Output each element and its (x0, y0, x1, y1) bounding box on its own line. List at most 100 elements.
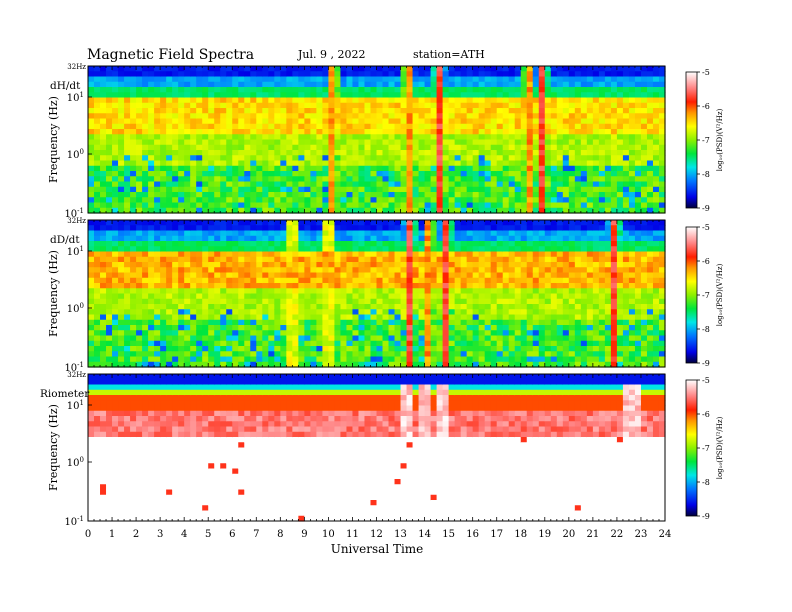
spectrogram-cell (382, 335, 390, 342)
spectrogram-cell (196, 102, 203, 109)
spectrogram-cell (322, 129, 330, 135)
spectrogram-cell (172, 118, 179, 125)
spectrogram-cell (262, 150, 269, 156)
spectrogram-cell (106, 283, 113, 289)
spectrogram-cell (202, 118, 209, 125)
spectrogram-cell (88, 361, 95, 368)
spectrogram-cell (592, 155, 600, 162)
spectrogram-cell (238, 87, 245, 93)
spectrogram-cell (460, 298, 468, 305)
spectrogram-cell (424, 118, 432, 125)
spectrogram-cell (172, 66, 179, 72)
spectrogram-cell (184, 192, 191, 198)
spectrogram-cell (562, 155, 570, 162)
spectrogram-cell (502, 220, 510, 226)
spectrogram-cell (454, 293, 462, 300)
spectrogram-cell (100, 197, 107, 204)
spectrogram-cell (112, 262, 119, 268)
spectrogram-cell (412, 181, 420, 188)
spectrogram-cell (130, 361, 137, 368)
spectrogram-cell (466, 262, 474, 268)
spectrogram-cell (124, 176, 131, 183)
spectrogram-cell (442, 165, 450, 172)
spectrogram-cell (424, 288, 432, 295)
spectrogram-cell (406, 81, 414, 88)
spectrogram-cell (148, 144, 155, 151)
spectrogram-cell (286, 76, 293, 83)
spectrogram-cell (166, 246, 173, 253)
spectrogram-cell (94, 171, 101, 177)
spectrogram-cell (340, 160, 348, 167)
spectrogram-cell (232, 235, 239, 242)
spectrogram-cell (400, 262, 408, 268)
spectrogram-cell (454, 202, 462, 209)
spectrogram-cell (148, 76, 155, 83)
spectrogram-cell (544, 202, 552, 209)
spectrogram-cell (280, 340, 287, 347)
spectrogram-cell (208, 171, 215, 177)
spectrogram-cell (484, 262, 492, 268)
spectrogram-cell (256, 129, 263, 135)
spectrogram-cell (394, 256, 402, 263)
spectrogram-cell (190, 160, 197, 167)
spectrogram-cell (364, 304, 372, 310)
spectrogram-cell (466, 202, 474, 209)
spectrogram-cell (418, 108, 426, 114)
spectrogram-cell (496, 346, 504, 352)
spectrogram-cell (88, 87, 95, 93)
spectrogram-cell (328, 256, 336, 263)
spectrogram-cell (268, 335, 275, 342)
spectrogram-cell (406, 150, 414, 156)
spectrogram-cell (226, 87, 233, 93)
spectrogram-cell (322, 134, 330, 141)
spectrogram-cell (346, 186, 354, 193)
spectrogram-cell (238, 361, 245, 368)
spectrogram-cell (220, 356, 227, 363)
spectrogram-cell (316, 256, 324, 263)
spectrogram-cell (226, 246, 233, 253)
spectrogram-cell (502, 202, 510, 209)
spectrogram-cell (334, 283, 342, 289)
spectrogram-cell (292, 160, 299, 167)
spectrogram-cell (616, 155, 624, 162)
spectrogram-cell (340, 356, 348, 363)
spectrogram-cell (394, 66, 402, 72)
spectrogram-cell (538, 108, 546, 114)
spectrogram-cell (286, 309, 293, 316)
spectrogram-cell (100, 262, 107, 268)
spectrogram-cell (466, 81, 474, 88)
spectrogram-cell (94, 71, 101, 78)
spectrogram-cell (436, 351, 444, 358)
spectrogram-cell (514, 298, 522, 305)
spectrogram-cell (496, 144, 504, 151)
spectrogram-cell (586, 129, 594, 135)
spectrogram-cell (112, 235, 119, 242)
spectrogram-cell (88, 202, 95, 209)
spectrogram-cell (496, 92, 504, 99)
spectrogram-cell (334, 241, 342, 247)
spectrogram-cell (322, 192, 330, 198)
spectrogram-cell (292, 197, 299, 204)
spectrogram-cell (520, 108, 528, 114)
spectrogram-cell (208, 197, 215, 204)
spectrogram-cell (316, 181, 324, 188)
spectrogram-cell (94, 181, 101, 188)
spectrogram-cell (292, 267, 299, 274)
spectrogram-cell (598, 97, 606, 104)
spectrogram-cell (346, 251, 354, 258)
spectrogram-cell (400, 241, 408, 247)
spectrogram-cell (184, 272, 191, 279)
spectrogram-cell (646, 181, 654, 188)
spectrogram-cell (118, 272, 125, 279)
spectrogram-cell (334, 165, 342, 172)
spectrogram-cell (340, 139, 348, 146)
spectrogram-cell (484, 293, 492, 300)
spectrogram-cell (298, 176, 305, 183)
spectrogram-cell (130, 356, 137, 363)
spectrogram-cell (310, 186, 317, 193)
spectrogram-cell (112, 267, 119, 274)
spectrogram-cell (592, 176, 600, 183)
spectrogram-cell (328, 202, 336, 209)
spectrogram-cell (238, 356, 245, 363)
spectrogram-cell (370, 335, 378, 342)
